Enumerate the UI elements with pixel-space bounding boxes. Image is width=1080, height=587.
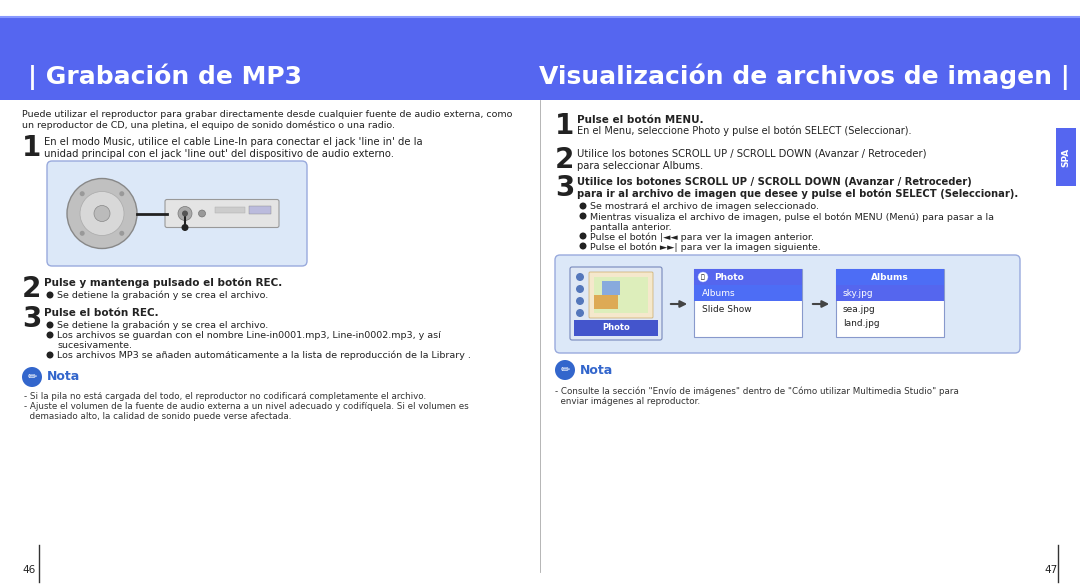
Text: Visualización de archivos de imagen |: Visualización de archivos de imagen |	[539, 63, 1070, 90]
Text: 3: 3	[22, 305, 41, 333]
Text: land.jpg: land.jpg	[843, 319, 879, 328]
Bar	[836, 269, 944, 337]
Text: Pulse el botón ►►| para ver la imagen siguiente.: Pulse el botón ►►| para ver la imagen si…	[590, 242, 821, 251]
FancyBboxPatch shape	[48, 161, 307, 266]
Circle shape	[119, 191, 124, 196]
Circle shape	[178, 207, 192, 221]
Text: Albums: Albums	[702, 288, 735, 298]
Bar	[0, 17, 1080, 100]
Text: Pulse el botón MENU.: Pulse el botón MENU.	[577, 115, 704, 125]
FancyBboxPatch shape	[589, 272, 653, 318]
Text: Los archivos se guardan con el nombre Line-in0001.mp3, Line-in0002.mp3, y así
su: Los archivos se guardan con el nombre Li…	[57, 331, 441, 350]
Text: Puede utilizar el reproductor para grabar directamente desde cualquier fuente de: Puede utilizar el reproductor para graba…	[22, 110, 512, 130]
Text: 47: 47	[1044, 565, 1058, 575]
Text: Photo: Photo	[714, 272, 744, 282]
Circle shape	[183, 211, 188, 217]
Circle shape	[181, 224, 189, 231]
Circle shape	[698, 272, 708, 282]
Circle shape	[46, 352, 54, 359]
Text: Pulse y mantenga pulsado el botón REC.: Pulse y mantenga pulsado el botón REC.	[44, 278, 282, 288]
Text: Photo: Photo	[603, 323, 630, 332]
Circle shape	[80, 191, 124, 235]
Bar	[249, 205, 271, 214]
Bar	[836, 269, 944, 285]
Circle shape	[22, 367, 42, 387]
Text: 2: 2	[22, 275, 41, 303]
Text: | Grabación de MP3: | Grabación de MP3	[28, 63, 302, 90]
Circle shape	[576, 297, 584, 305]
Circle shape	[580, 232, 586, 239]
FancyBboxPatch shape	[165, 200, 279, 228]
Bar	[573, 320, 658, 336]
Text: Se detiene la grabación y se crea el archivo.: Se detiene la grabación y se crea el arc…	[57, 321, 268, 330]
Bar	[602, 281, 620, 295]
Circle shape	[46, 292, 54, 299]
Text: Se detiene la grabación y se crea el archivo.: Se detiene la grabación y se crea el arc…	[57, 291, 268, 301]
Bar	[594, 295, 618, 309]
Text: sea.jpg: sea.jpg	[843, 305, 876, 313]
Text: En el Menu, seleccione Photo y pulse el botón SELECT (Seleccionar).: En el Menu, seleccione Photo y pulse el …	[577, 126, 912, 137]
Text: 2: 2	[555, 146, 575, 174]
Text: 1: 1	[22, 134, 41, 162]
Text: Utilice los botones SCROLL UP / SCROLL DOWN (Avanzar / Retroceder)
para seleccio: Utilice los botones SCROLL UP / SCROLL D…	[577, 149, 927, 171]
Circle shape	[46, 322, 54, 329]
Circle shape	[580, 203, 586, 210]
Circle shape	[576, 273, 584, 281]
Circle shape	[80, 231, 84, 236]
Circle shape	[80, 191, 84, 196]
Text: ✏: ✏	[561, 365, 569, 375]
Text: Slide Show: Slide Show	[702, 305, 752, 313]
Circle shape	[576, 309, 584, 317]
Bar	[215, 207, 245, 212]
FancyBboxPatch shape	[570, 267, 662, 340]
FancyBboxPatch shape	[555, 255, 1020, 353]
Text: - Consulte la sección "Envío de imágenes" dentro de "Cómo utilizar Multimedia St: - Consulte la sección "Envío de imágenes…	[555, 386, 959, 406]
Text: Albums: Albums	[872, 272, 909, 282]
Text: Se mostrará el archivo de imagen seleccionado.: Se mostrará el archivo de imagen selecci…	[590, 202, 819, 211]
Bar	[694, 269, 802, 285]
Text: ✏: ✏	[27, 372, 37, 382]
Bar	[594, 277, 648, 313]
Text: SPA: SPA	[1062, 147, 1070, 167]
Text: - Ajuste el volumen de la fuente de audio externa a un nivel adecuado y codifíqu: - Ajuste el volumen de la fuente de audi…	[24, 402, 469, 421]
Text: 3: 3	[555, 174, 575, 202]
Bar	[694, 269, 802, 337]
Circle shape	[119, 231, 124, 236]
Text: Utilice los botones SCROLL UP / SCROLL DOWN (Avanzar / Retroceder)
para ir al ar: Utilice los botones SCROLL UP / SCROLL D…	[577, 177, 1018, 199]
Circle shape	[67, 178, 137, 248]
Bar	[836, 285, 944, 301]
Circle shape	[199, 210, 205, 217]
Bar	[694, 285, 802, 301]
Text: Pulse el botón REC.: Pulse el botón REC.	[44, 308, 159, 318]
Circle shape	[576, 285, 584, 293]
Text: 1: 1	[555, 112, 575, 140]
Text: - Si la pila no está cargada del todo, el reproductor no codificará completament: - Si la pila no está cargada del todo, e…	[24, 392, 427, 401]
Text: Nota: Nota	[580, 363, 613, 376]
Text: En el modo Music, utilice el cable Line-In para conectar el jack 'line in' de la: En el modo Music, utilice el cable Line-…	[44, 137, 422, 158]
Text: sky.jpg: sky.jpg	[843, 288, 874, 298]
Text: Nota: Nota	[48, 370, 80, 383]
Circle shape	[580, 212, 586, 220]
Circle shape	[580, 242, 586, 249]
Circle shape	[94, 205, 110, 221]
Text: Los archivos MP3 se añaden automáticamente a la lista de reproducción de la Libr: Los archivos MP3 se añaden automáticamen…	[57, 351, 471, 360]
Text: Mientras visualiza el archivo de imagen, pulse el botón MENU (Menú) para pasar a: Mientras visualiza el archivo de imagen,…	[590, 212, 994, 232]
Text: 46: 46	[22, 565, 36, 575]
Circle shape	[555, 360, 575, 380]
Text: 📷: 📷	[701, 274, 705, 280]
Circle shape	[46, 332, 54, 339]
Bar	[1056, 128, 1076, 186]
Text: Pulse el botón |◄◄ para ver la imagen anterior.: Pulse el botón |◄◄ para ver la imagen an…	[590, 232, 814, 241]
